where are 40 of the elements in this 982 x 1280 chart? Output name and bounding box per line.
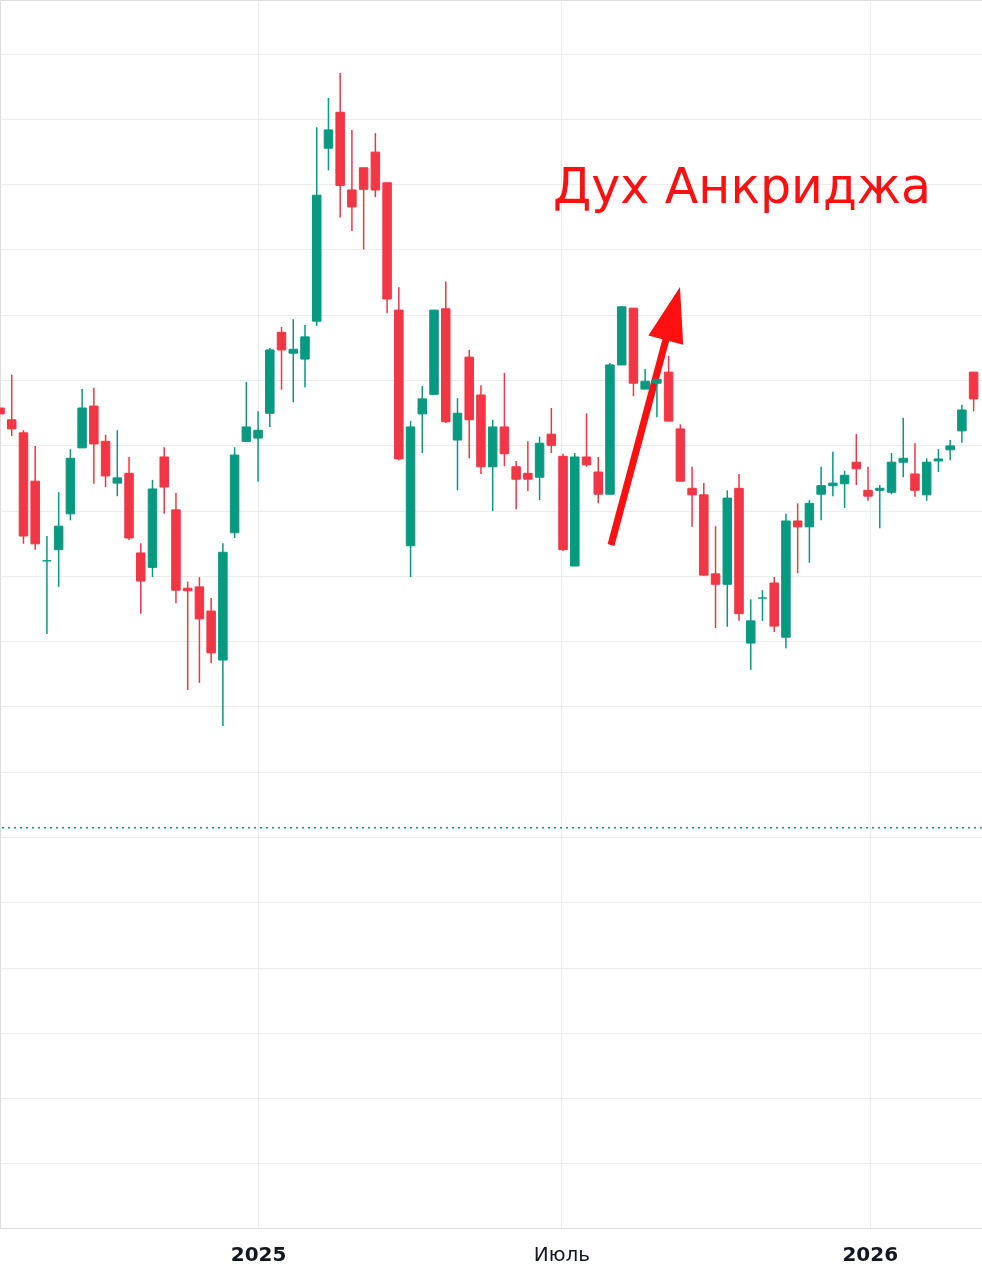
candlestick <box>112 429 123 497</box>
candlestick <box>182 580 193 691</box>
x-tick-label: 2026 <box>842 1241 899 1266</box>
candlestick <box>804 499 815 564</box>
candlestick <box>593 456 603 505</box>
candlestick <box>253 410 263 483</box>
candlestick <box>241 381 252 443</box>
candlestick <box>6 373 17 437</box>
candlestick <box>851 433 862 486</box>
candlestick <box>910 442 920 498</box>
candlestick <box>581 412 592 468</box>
candlestick <box>875 484 885 529</box>
candlestick <box>933 448 944 473</box>
x-tick-label: Июль <box>533 1241 591 1266</box>
candlestick <box>745 598 756 671</box>
candlestick <box>546 407 557 454</box>
annotation: Дух Анкриджа <box>553 158 932 215</box>
candlestick <box>898 417 908 478</box>
candlestick <box>300 324 310 388</box>
candlestick <box>323 97 334 172</box>
candlestick <box>757 589 768 622</box>
candlestick <box>53 491 64 588</box>
candlestick <box>652 378 662 418</box>
candlestick <box>710 525 721 629</box>
candlestick <box>276 326 287 391</box>
x-tick-label: 2025 <box>230 1241 287 1266</box>
candlestick <box>816 466 826 522</box>
candlestick <box>687 466 697 528</box>
candlestick <box>945 439 955 462</box>
candlestick <box>839 469 850 509</box>
candlestick <box>828 451 838 497</box>
candlestick <box>511 460 521 510</box>
candlestick <box>523 440 533 492</box>
candlestick <box>347 129 357 232</box>
candlestick <box>957 404 967 444</box>
candlestick <box>863 466 873 502</box>
candlestick <box>288 318 299 403</box>
candlestick <box>417 385 428 454</box>
candlestick <box>792 502 803 574</box>
candlestick <box>640 368 650 390</box>
